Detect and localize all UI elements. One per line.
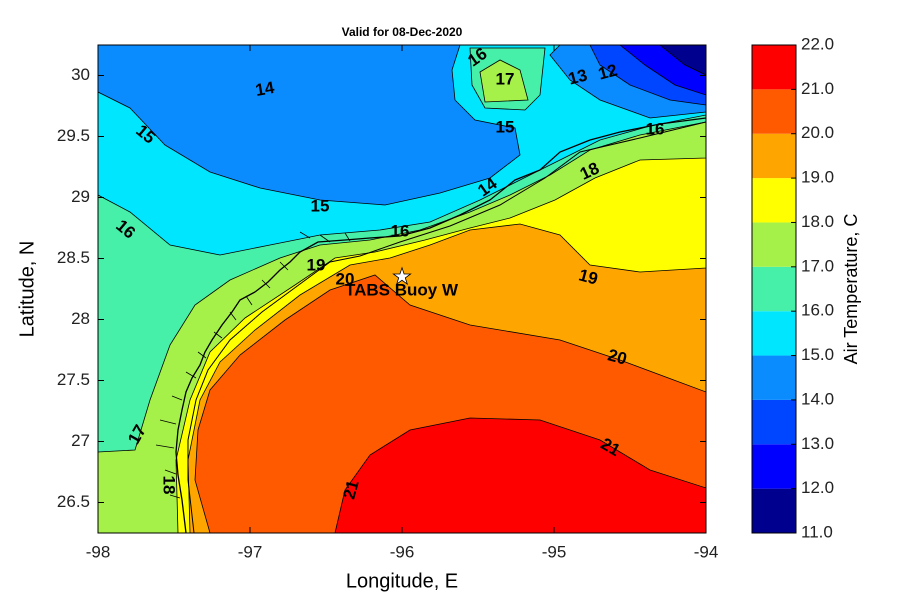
x-tick-label: -95 [542, 542, 567, 561]
colorbar-band [752, 89, 796, 134]
y-axis-label: Latitude, N [16, 241, 38, 338]
colorbar-band [752, 355, 796, 400]
contour-label: 19 [307, 255, 326, 274]
colorbar-frame [751, 44, 797, 534]
colorbar-band [752, 399, 796, 445]
contour-label: 15 [496, 117, 515, 136]
x-tick-label: -98 [86, 542, 111, 561]
temperature-region [98, 45, 521, 206]
colorbar-tick-label: 17.0 [801, 256, 834, 275]
colorbar-band [752, 222, 796, 267]
colorbar-tick-label: 12.0 [801, 478, 834, 497]
y-tick-label: 28 [71, 309, 90, 328]
colorbar-tick-label: 11.0 [801, 522, 833, 541]
colorbar-tick-label: 13.0 [801, 434, 834, 453]
y-tick-label: 28.5 [57, 248, 90, 267]
contour-label: 18 [160, 476, 179, 495]
x-axis-label: Longitude, E [346, 570, 458, 592]
colorbar-tick-label: 21.0 [801, 79, 834, 98]
contour-label: 16 [646, 119, 665, 138]
colorbar-label: Air Temperature, C [841, 214, 861, 365]
colorbar-band [752, 133, 796, 179]
colorbar-tick-label: 15.0 [801, 345, 834, 364]
contour-label: 20 [606, 345, 629, 368]
barrier-island [187, 121, 706, 533]
buoy-label: TABS Buoy W [345, 280, 459, 299]
contour-label: 17 [496, 69, 515, 88]
y-tick-label: 29 [71, 187, 90, 206]
colorbar-tick-label: 14.0 [801, 389, 834, 408]
y-tick-label: 27.5 [57, 370, 90, 389]
y-tick-label: 27 [71, 431, 90, 450]
x-tick-label: -96 [390, 542, 415, 561]
colorbar-band [752, 444, 796, 489]
colorbar-tick-label: 18.0 [801, 212, 834, 231]
colorbar-tick-label: 22.0 [801, 34, 834, 53]
colorbar-band [752, 488, 796, 533]
x-tick-label: -94 [694, 542, 719, 561]
contour-label: 20 [336, 269, 355, 288]
axes: -98 -97 -96 -95 -94 26.5 27 27.5 28 28.5 29 29.5 30 1… [57, 34, 834, 561]
y-tick-label: 26.5 [57, 492, 90, 511]
contour-label: 12 [596, 60, 619, 83]
buoy-marker [392, 266, 412, 286]
colorbar-tick-label: 19.0 [801, 168, 834, 187]
temperature-region [659, 45, 706, 76]
inland-shore [155, 231, 351, 499]
contour-label: 21 [339, 478, 362, 501]
colorbar-band [752, 178, 796, 223]
contour-label: 19 [577, 265, 600, 288]
contour-label: 16 [391, 221, 410, 240]
contour-label: 14 [254, 78, 276, 100]
plot-frame [97, 44, 707, 534]
colorbar-band [752, 266, 796, 312]
colorbar-band [752, 45, 796, 90]
y-tick-label: 29.5 [57, 126, 90, 145]
coastline [175, 117, 706, 533]
temperature-field [98, 45, 706, 533]
temperature-region [479, 59, 529, 103]
contour-label: 13 [566, 65, 589, 88]
colorbar-band [752, 311, 796, 356]
y-tick-label: 30 [71, 65, 90, 84]
colorbar-tick-label: 16.0 [801, 301, 834, 320]
colorbar-tick-label: 20.0 [801, 123, 834, 142]
x-tick-label: -97 [238, 542, 263, 561]
chart-title: Valid for 08-Dec-2020 [342, 25, 463, 39]
contour-label: 15 [311, 196, 330, 215]
